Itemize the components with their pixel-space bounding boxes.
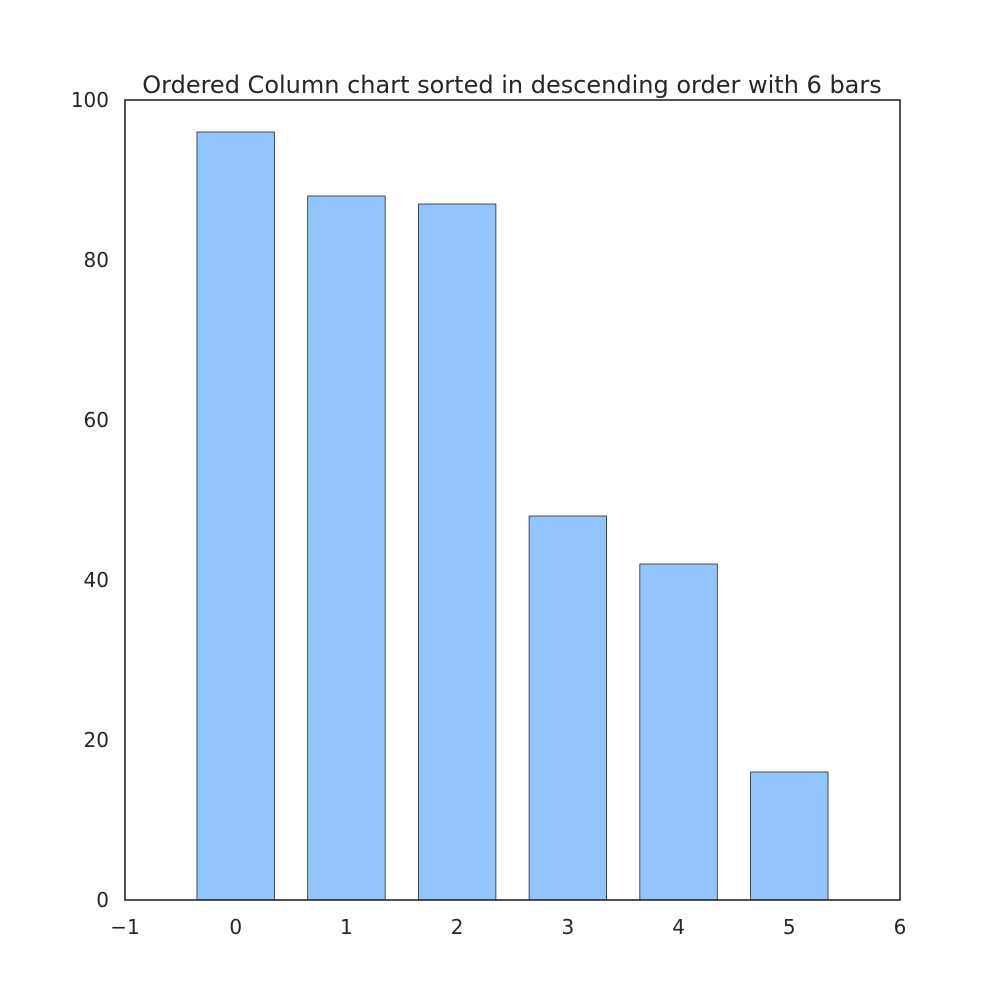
x-tick-label: 5	[783, 915, 796, 939]
bar-4	[639, 563, 718, 901]
bar-2	[417, 203, 497, 901]
x-tick-label: 4	[672, 915, 685, 939]
chart-title: Ordered Column chart sorted in descendin…	[142, 71, 882, 99]
x-tick-label: 1	[340, 915, 353, 939]
x-tick-label: 2	[451, 915, 464, 939]
x-tick-label: 3	[561, 915, 574, 939]
bar-5	[750, 771, 829, 901]
bars-group	[196, 131, 829, 901]
y-tick-label: 100	[71, 88, 109, 112]
y-tick-label: 60	[84, 408, 109, 432]
x-tick-label: 6	[894, 915, 907, 939]
y-tick-label: 40	[84, 568, 109, 592]
y-tick-label: 20	[84, 728, 109, 752]
bar-3	[528, 515, 608, 901]
y-axis-ticks: 0 20 40 60 80 100	[71, 88, 109, 912]
bar-0	[196, 131, 275, 901]
bar-1	[307, 195, 386, 901]
x-tick-label: 0	[229, 915, 242, 939]
y-tick-label: 0	[96, 888, 109, 912]
x-axis-ticks: −1 0 1 2 3 4 5 6	[110, 915, 906, 939]
plot-area-frame	[124, 99, 901, 901]
x-tick-label: −1	[110, 915, 139, 939]
y-tick-label: 80	[84, 248, 109, 272]
